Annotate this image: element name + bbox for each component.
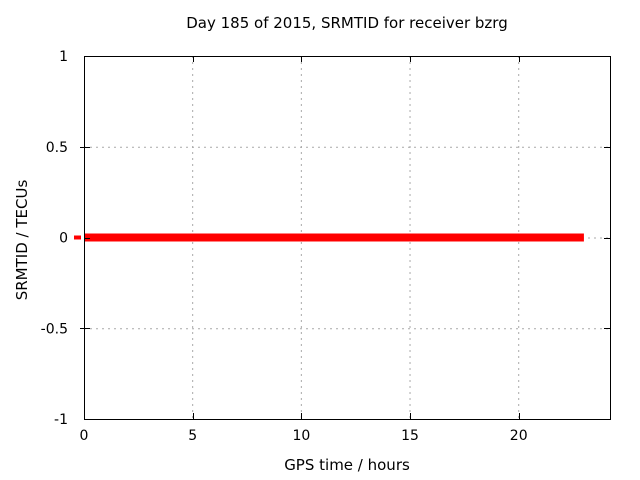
- x-tick-label: 15: [401, 428, 419, 444]
- x-tick-label: 20: [510, 428, 528, 444]
- y-tick-label: 0.5: [46, 140, 68, 156]
- y-tick-label: -1: [54, 412, 68, 428]
- x-axis-label: GPS time / hours: [284, 456, 410, 474]
- x-tick-label: 10: [292, 428, 310, 444]
- y-tick-label: -0.5: [41, 321, 68, 337]
- x-tick-label: 0: [80, 428, 89, 444]
- x-tick-label: 5: [188, 428, 197, 444]
- chart-title: Day 185 of 2015, SRMTID for receiver bzr…: [186, 14, 508, 32]
- y-tick-label: 1: [59, 49, 68, 65]
- y-tick-label: 0: [59, 231, 68, 247]
